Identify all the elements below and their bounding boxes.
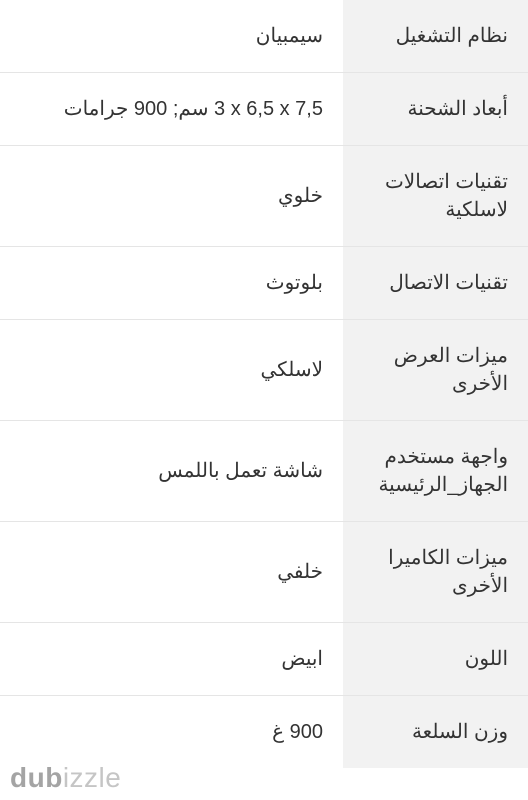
table-row: وزن السلعة 900 غ [0,696,528,769]
table-row: اللون ابيض [0,623,528,696]
table-row: واجهة مستخدم الجهاز_الرئيسية شاشة تعمل ب… [0,421,528,522]
spec-value: بلوتوث [0,247,343,320]
table-row: تقنيات اتصالات لاسلكية خلوي [0,146,528,247]
spec-label: أبعاد الشحنة [343,73,528,146]
spec-value: ‎3 x 6,5 x 7,5 سم; 900 جرامات [0,73,343,146]
spec-label: تقنيات الاتصال [343,247,528,320]
specs-table: نظام التشغيل سيمبيان أبعاد الشحنة ‎3 x 6… [0,0,528,768]
table-row: نظام التشغيل سيمبيان [0,0,528,73]
spec-label: اللون [343,623,528,696]
table-row: تقنيات الاتصال بلوتوث [0,247,528,320]
table-row: ميزات العرض الأخرى لاسلكي [0,320,528,421]
spec-label: نظام التشغيل [343,0,528,73]
spec-value: لاسلكي [0,320,343,421]
spec-value: شاشة تعمل باللمس [0,421,343,522]
table-row: أبعاد الشحنة ‎3 x 6,5 x 7,5 سم; 900 جرام… [0,73,528,146]
spec-label: ميزات العرض الأخرى [343,320,528,421]
spec-label: وزن السلعة [343,696,528,769]
spec-value: خلفي [0,522,343,623]
spec-value: خلوي [0,146,343,247]
spec-label: تقنيات اتصالات لاسلكية [343,146,528,247]
table-row: ميزات الكاميرا الأخرى خلفي [0,522,528,623]
spec-value: سيمبيان [0,0,343,73]
spec-value: 900 غ [0,696,343,769]
spec-value: ابيض [0,623,343,696]
specs-table-body: نظام التشغيل سيمبيان أبعاد الشحنة ‎3 x 6… [0,0,528,768]
spec-label: واجهة مستخدم الجهاز_الرئيسية [343,421,528,522]
spec-label: ميزات الكاميرا الأخرى [343,522,528,623]
